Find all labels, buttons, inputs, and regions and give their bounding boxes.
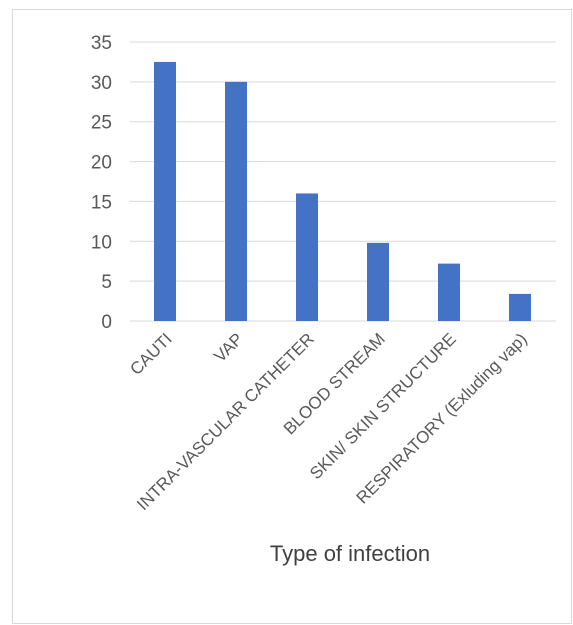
bar — [367, 242, 389, 321]
chart-frame — [12, 9, 572, 624]
y-tick-label: 10 — [91, 232, 112, 253]
y-tick-label: 35 — [91, 33, 112, 54]
bar — [296, 193, 318, 321]
gridlines — [130, 41, 556, 322]
bar — [225, 81, 247, 321]
x-category-label: SKIN/ SKIN STRUCTURE — [306, 329, 460, 483]
bar — [509, 293, 531, 321]
y-tick-label: 0 — [101, 312, 112, 333]
bar — [154, 61, 176, 322]
bar — [438, 263, 460, 321]
bars — [154, 61, 531, 322]
x-category-label: CAUTI — [126, 329, 175, 378]
y-tick-label: 5 — [101, 272, 112, 293]
y-tick-label: 30 — [91, 73, 112, 94]
x-category-label: VAP — [210, 329, 247, 366]
y-axis-ticks: 0 5 10 15 20 25 30 35 — [91, 33, 112, 333]
x-axis-title: Type of infection — [270, 541, 430, 566]
y-tick-label: 25 — [91, 113, 112, 134]
y-tick-label: 15 — [91, 192, 112, 213]
y-tick-label: 20 — [91, 153, 112, 174]
